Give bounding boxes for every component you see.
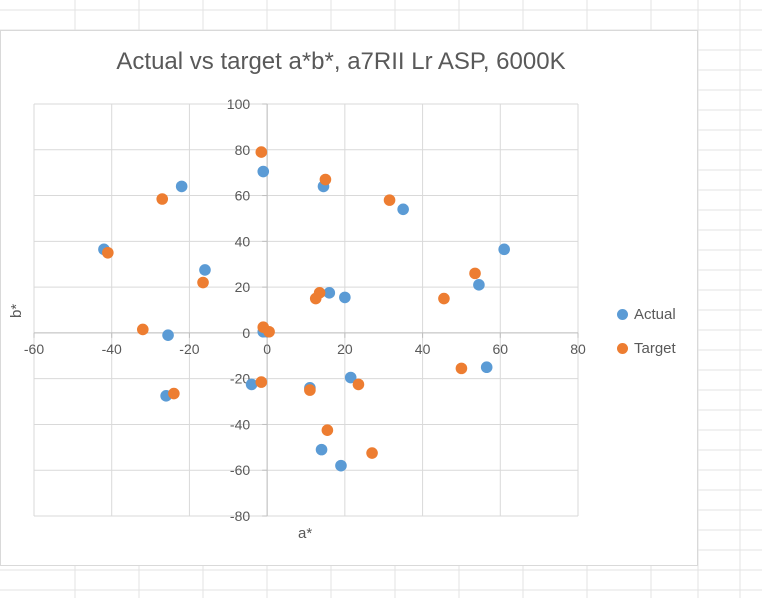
x-tick-label: 60 bbox=[492, 341, 508, 357]
x-tick-label: 40 bbox=[415, 341, 431, 357]
chart-area[interactable]: Actual vs target a*b*, a7RII Lr ASP, 600… bbox=[0, 30, 698, 566]
x-axis-title: a* bbox=[298, 525, 312, 542]
data-point-actual bbox=[175, 180, 188, 193]
x-tick-label: 20 bbox=[337, 341, 353, 357]
data-point-target bbox=[255, 146, 268, 158]
data-point-target bbox=[263, 325, 275, 338]
legend-label-actual: Actual bbox=[634, 305, 676, 323]
data-point-actual bbox=[323, 287, 336, 299]
y-tick-label: 20 bbox=[235, 279, 251, 295]
data-point-target bbox=[455, 362, 468, 375]
legend-item-actual: Actual bbox=[617, 297, 676, 331]
y-tick-label: -20 bbox=[230, 371, 250, 387]
data-point-target bbox=[352, 378, 365, 391]
x-tick-label: 80 bbox=[570, 341, 586, 357]
legend: Actual Target bbox=[617, 297, 676, 365]
data-point-target bbox=[366, 447, 378, 459]
data-point-target bbox=[469, 267, 481, 280]
y-tick-label: 80 bbox=[235, 142, 251, 158]
legend-label-target: Target bbox=[634, 339, 676, 357]
data-point-actual bbox=[199, 264, 211, 276]
y-tick-label: 40 bbox=[235, 233, 251, 249]
chart-title: Actual vs target a*b*, a7RII Lr ASP, 600… bbox=[116, 48, 566, 75]
x-tick-label: 0 bbox=[263, 341, 271, 357]
y-tick-label: -40 bbox=[230, 416, 250, 432]
data-point-target bbox=[156, 193, 169, 205]
x-tick-label: -60 bbox=[24, 341, 44, 357]
y-tick-label: 0 bbox=[242, 325, 250, 341]
data-point-actual bbox=[498, 243, 510, 256]
data-point-target bbox=[102, 246, 114, 259]
data-point-actual bbox=[315, 443, 328, 456]
data-point-target bbox=[383, 194, 396, 206]
y-tick-label: 60 bbox=[235, 188, 251, 204]
legend-marker-target bbox=[617, 342, 628, 354]
data-point-target bbox=[438, 292, 450, 305]
data-point-actual bbox=[480, 361, 493, 374]
data-point-target bbox=[137, 323, 149, 336]
y-tick-label: -80 bbox=[230, 508, 250, 524]
data-point-target bbox=[309, 292, 322, 305]
data-point-target bbox=[304, 384, 316, 396]
legend-marker-actual bbox=[617, 308, 628, 320]
legend-item-target: Target bbox=[617, 331, 676, 365]
data-point-target bbox=[255, 376, 268, 388]
data-point-actual bbox=[257, 165, 270, 178]
x-tick-label: -40 bbox=[102, 341, 122, 357]
data-point-actual bbox=[245, 378, 258, 391]
data-point-actual bbox=[335, 459, 347, 472]
data-point-target bbox=[321, 424, 334, 436]
data-point-target bbox=[197, 276, 209, 289]
scatter-plot: -60 -40 -20 0 20 40 60 80 -80 -60 -40 -20 0 20 40 60 80 1… bbox=[8, 96, 586, 542]
data-point-actual bbox=[344, 371, 357, 384]
data-point-actual bbox=[339, 291, 351, 304]
x-tick-label: -20 bbox=[179, 341, 199, 357]
data-point-actual bbox=[397, 203, 409, 216]
y-tick-label: 100 bbox=[227, 96, 251, 112]
data-point-target bbox=[168, 387, 180, 400]
data-point-actual bbox=[162, 329, 174, 341]
y-axis-title: b* bbox=[8, 304, 25, 318]
data-point-target bbox=[319, 173, 332, 186]
data-point-actual bbox=[473, 279, 485, 291]
y-tick-label: -60 bbox=[230, 462, 250, 478]
